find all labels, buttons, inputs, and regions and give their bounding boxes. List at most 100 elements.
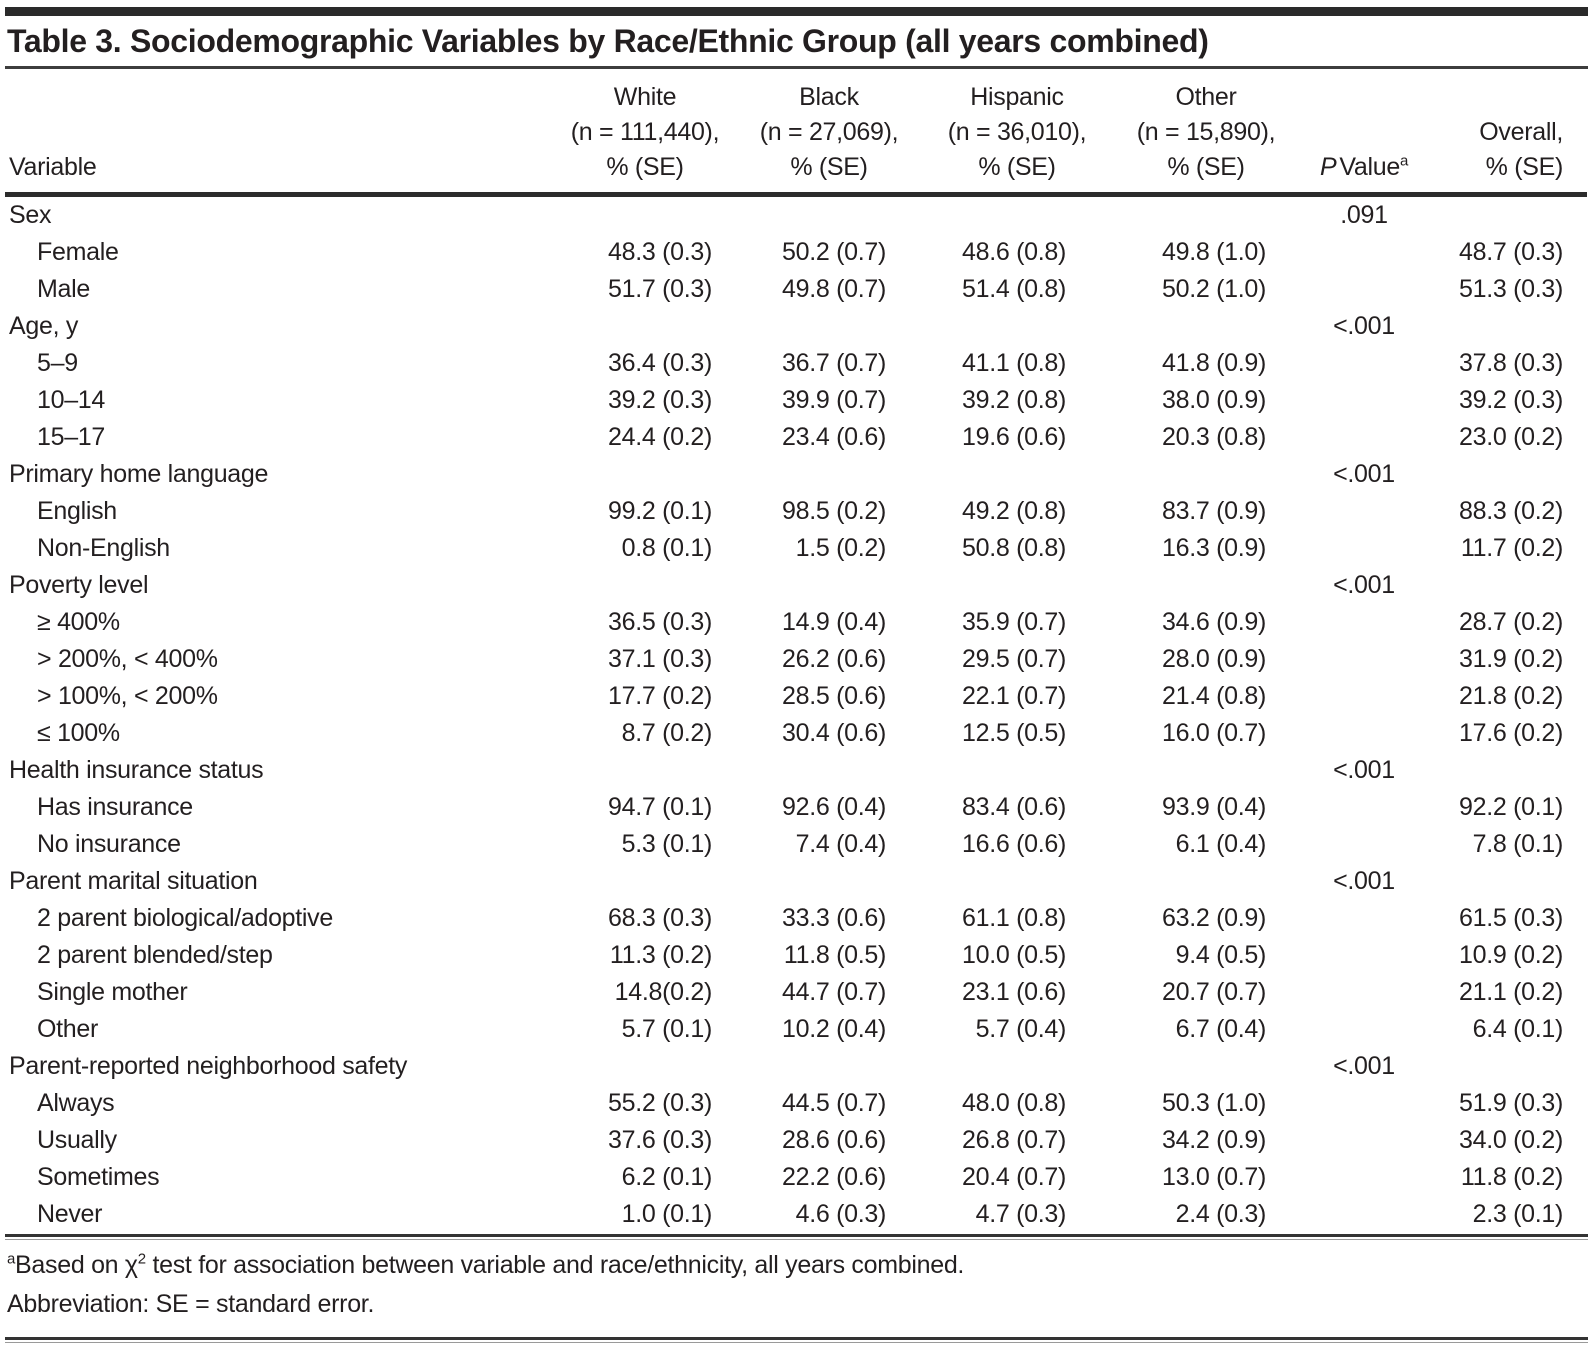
cell-overall [1424, 456, 1587, 493]
row-label: Never [37, 1199, 103, 1228]
row-label: 10–14 [37, 385, 106, 414]
table-title: Table 3. Sociodemographic Variables by R… [7, 23, 1209, 59]
cell-pvalue: .091 [1340, 200, 1388, 229]
section-row: Poverty level <.001 [5, 567, 1587, 604]
data-row: > 100%, < 200% 17.7 (0.2) 28.5 (0.6) 22.1 (… [5, 678, 1587, 715]
cell-hispanic: 4.7 (0.3) [975, 1199, 1067, 1228]
header-black-n: (n = 27,069), [759, 117, 899, 146]
row-label: Single mother [37, 977, 188, 1006]
footnote-a-text2: test for association between variable an… [145, 1250, 965, 1279]
cell-overall [1424, 308, 1587, 345]
row-label: 5–9 [37, 348, 78, 377]
cell-black [732, 567, 926, 604]
cell-pvalue: <.001 [1333, 570, 1395, 599]
column-header-overall: Overall, % (SE) [1424, 69, 1587, 197]
cell-other: 13.0 (0.7) [1161, 1162, 1266, 1191]
column-header-hispanic: Hispanic (n = 36,010), % (SE) [926, 69, 1108, 197]
cell-black: 28.5 (0.6) [781, 681, 886, 710]
top-rule [5, 7, 1588, 16]
cell-hispanic: 51.4 (0.8) [961, 274, 1066, 303]
row-label: Usually [37, 1125, 117, 1154]
cell-black: 7.4 (0.4) [795, 829, 887, 858]
section-row: Parent marital situation <.001 [5, 863, 1587, 900]
bottom-rule [5, 1336, 1588, 1343]
cell-pvalue [1304, 641, 1424, 678]
cell-hispanic [926, 456, 1108, 493]
column-header-white: White (n = 111,440), % (SE) [558, 69, 732, 197]
cell-hispanic: 41.1 (0.8) [961, 348, 1066, 377]
header-white-name: White [613, 82, 677, 111]
header-row: Variable White (n = 111,440), % (SE) Bla… [5, 69, 1587, 197]
cell-hispanic: 35.9 (0.7) [961, 607, 1066, 636]
cell-black: 28.6 (0.6) [781, 1125, 886, 1154]
cell-other: 50.3 (1.0) [1161, 1088, 1266, 1117]
cell-pvalue [1304, 382, 1424, 419]
cell-overall: 7.8 (0.1) [1472, 829, 1564, 858]
cell-overall [1424, 567, 1587, 604]
cell-overall: 21.8 (0.2) [1458, 681, 1563, 710]
cell-white [558, 567, 732, 604]
data-row: Non-English 0.8 (0.1) 1.5 (0.2) 50.8 (0.8) 1… [5, 530, 1587, 567]
cell-overall: 17.6 (0.2) [1458, 718, 1563, 747]
row-label: Non-English [37, 533, 170, 562]
cell-white: 55.2 (0.3) [607, 1088, 712, 1117]
column-header-pvalue: P Valuea [1304, 69, 1424, 197]
cell-overall: 11.8 (0.2) [1460, 1162, 1563, 1191]
cell-overall: 51.9 (0.3) [1458, 1088, 1563, 1117]
cell-white [558, 752, 732, 789]
sociodemographic-table: Variable White (n = 111,440), % (SE) Bla… [5, 69, 1587, 1233]
column-header-other: Other (n = 15,890), % (SE) [1108, 69, 1304, 197]
cell-black [732, 456, 926, 493]
cell-overall: 10.9 (0.2) [1458, 940, 1563, 969]
header-other-name: Other [1175, 82, 1237, 111]
title-rule [5, 66, 1588, 69]
cell-other: 93.9 (0.4) [1161, 792, 1266, 821]
cell-other [1108, 863, 1304, 900]
section-row: Health insurance status <.001 [5, 752, 1587, 789]
header-black-name: Black [799, 82, 859, 111]
cell-hispanic: 39.2 (0.8) [961, 385, 1066, 414]
cell-hispanic: 26.8 (0.7) [961, 1125, 1066, 1154]
row-label: Other [37, 1014, 99, 1043]
cell-pvalue [1304, 1196, 1424, 1233]
cell-hispanic: 48.0 (0.8) [961, 1088, 1066, 1117]
cell-other [1108, 752, 1304, 789]
cell-pvalue: <.001 [1333, 866, 1395, 895]
row-label: ≤ 100% [37, 718, 120, 747]
row-label: English [37, 496, 117, 525]
footnotes: aBased on χ2 test for association betwee… [5, 1240, 1588, 1324]
cell-white: 24.4 (0.2) [607, 422, 712, 451]
cell-overall: 61.5 (0.3) [1458, 903, 1563, 932]
cell-other: 6.1 (0.4) [1175, 829, 1267, 858]
cell-white: 94.7 (0.1) [607, 792, 712, 821]
cell-pvalue [1304, 900, 1424, 937]
row-label: Primary home language [9, 459, 269, 488]
header-white-n: (n = 111,440), [570, 117, 720, 146]
pvalue-p-italic: P [1319, 152, 1337, 181]
cell-white: 17.7 (0.2) [607, 681, 712, 710]
column-header-variable: Variable [5, 69, 558, 197]
data-row: Male 51.7 (0.3) 49.8 (0.7) 51.4 (0.8) 50.2 (… [5, 271, 1587, 308]
cell-black [732, 308, 926, 345]
data-row: Usually 37.6 (0.3) 28.6 (0.6) 26.8 (0.7) 34.… [5, 1122, 1587, 1159]
cell-hispanic [926, 1048, 1108, 1085]
cell-black: 49.8 (0.7) [781, 274, 886, 303]
cell-black: 44.5 (0.7) [781, 1088, 886, 1117]
cell-white: 37.6 (0.3) [607, 1125, 712, 1154]
header-other-pse: % (SE) [1167, 152, 1245, 181]
cell-other: 16.3 (0.9) [1161, 533, 1266, 562]
cell-other: 2.4 (0.3) [1175, 1199, 1267, 1228]
cell-other [1108, 1048, 1304, 1085]
cell-other: 21.4 (0.8) [1161, 681, 1266, 710]
cell-overall: 23.0 (0.2) [1458, 422, 1563, 451]
cell-hispanic: 83.4 (0.6) [961, 792, 1066, 821]
data-row: ≤ 100% 8.7 (0.2) 30.4 (0.6) 12.5 (0.5) 16.0 … [5, 715, 1587, 752]
cell-pvalue [1304, 530, 1424, 567]
cell-overall: 34.0 (0.2) [1458, 1125, 1563, 1154]
cell-other: 34.6 (0.9) [1161, 607, 1266, 636]
cell-other: 28.0 (0.9) [1161, 644, 1266, 673]
footnote-rule [5, 1233, 1588, 1240]
header-overall-line2: % (SE) [1485, 152, 1564, 181]
section-row: Primary home language <.001 [5, 456, 1587, 493]
header-other-n: (n = 15,890), [1136, 117, 1276, 146]
